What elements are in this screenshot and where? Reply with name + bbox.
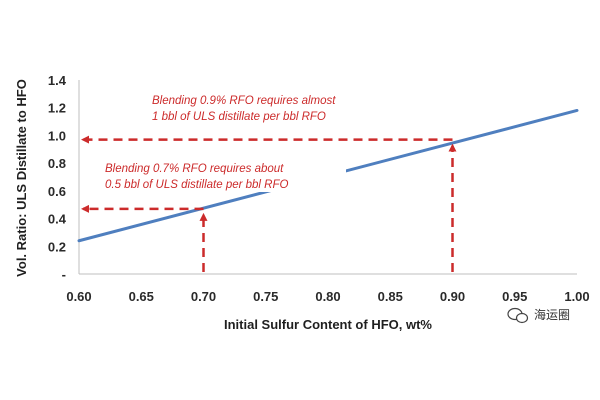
annotation-upper-line2: 1 bbl of ULS distillate per bbl RFO bbox=[152, 111, 326, 123]
y-tick-labels: - 0.2 0.4 0.6 0.8 1.0 1.2 1.4 bbox=[48, 73, 67, 282]
watermark-text: 海运圈 bbox=[534, 307, 570, 322]
y-tick-label: 0.4 bbox=[48, 212, 67, 227]
x-tick-label: 0.80 bbox=[315, 289, 340, 304]
x-tick-label: 0.65 bbox=[129, 289, 154, 304]
wechat-icon bbox=[507, 307, 529, 324]
x-tick-labels: 0.60 0.65 0.70 0.75 0.80 0.85 0.90 0.95 1.00 bbox=[66, 289, 589, 304]
x-axis-title: Initial Sulfur Content of HFO, wt% bbox=[224, 317, 432, 332]
annotation-box-upper-bg bbox=[147, 88, 387, 124]
y-tick-label: 0.8 bbox=[48, 156, 66, 171]
x-tick-label: 1.00 bbox=[564, 289, 589, 304]
x-tick-label: 0.90 bbox=[440, 289, 465, 304]
x-tick-label: 0.70 bbox=[191, 289, 216, 304]
y-tick-label: 1.0 bbox=[48, 128, 66, 143]
annotation-lower-line1: Blending 0.7% RFO requires about bbox=[105, 163, 284, 175]
annotation-lower-line2: 0.5 bbl of ULS distillate per bbl RFO bbox=[105, 179, 289, 191]
y-tick-label: 1.2 bbox=[48, 101, 66, 116]
y-tick-label: 0.6 bbox=[48, 184, 66, 199]
x-tick-label: 0.95 bbox=[502, 289, 527, 304]
annotation-box-lower-bg bbox=[100, 156, 346, 192]
y-tick-label: 1.4 bbox=[48, 73, 67, 88]
annotation-arrows bbox=[81, 135, 457, 272]
annotation-upper-line1: Blending 0.9% RFO requires almost bbox=[152, 95, 336, 107]
y-tick-label: 0.2 bbox=[48, 239, 66, 254]
watermark: 海运圈 bbox=[507, 307, 570, 324]
y-axis-title: Vol. Ratio: ULS Distillate to HFO bbox=[14, 79, 29, 277]
x-tick-label: 0.75 bbox=[253, 289, 278, 304]
x-tick-label: 0.60 bbox=[66, 289, 91, 304]
y-tick-label: - bbox=[62, 267, 66, 282]
x-tick-label: 0.85 bbox=[378, 289, 403, 304]
